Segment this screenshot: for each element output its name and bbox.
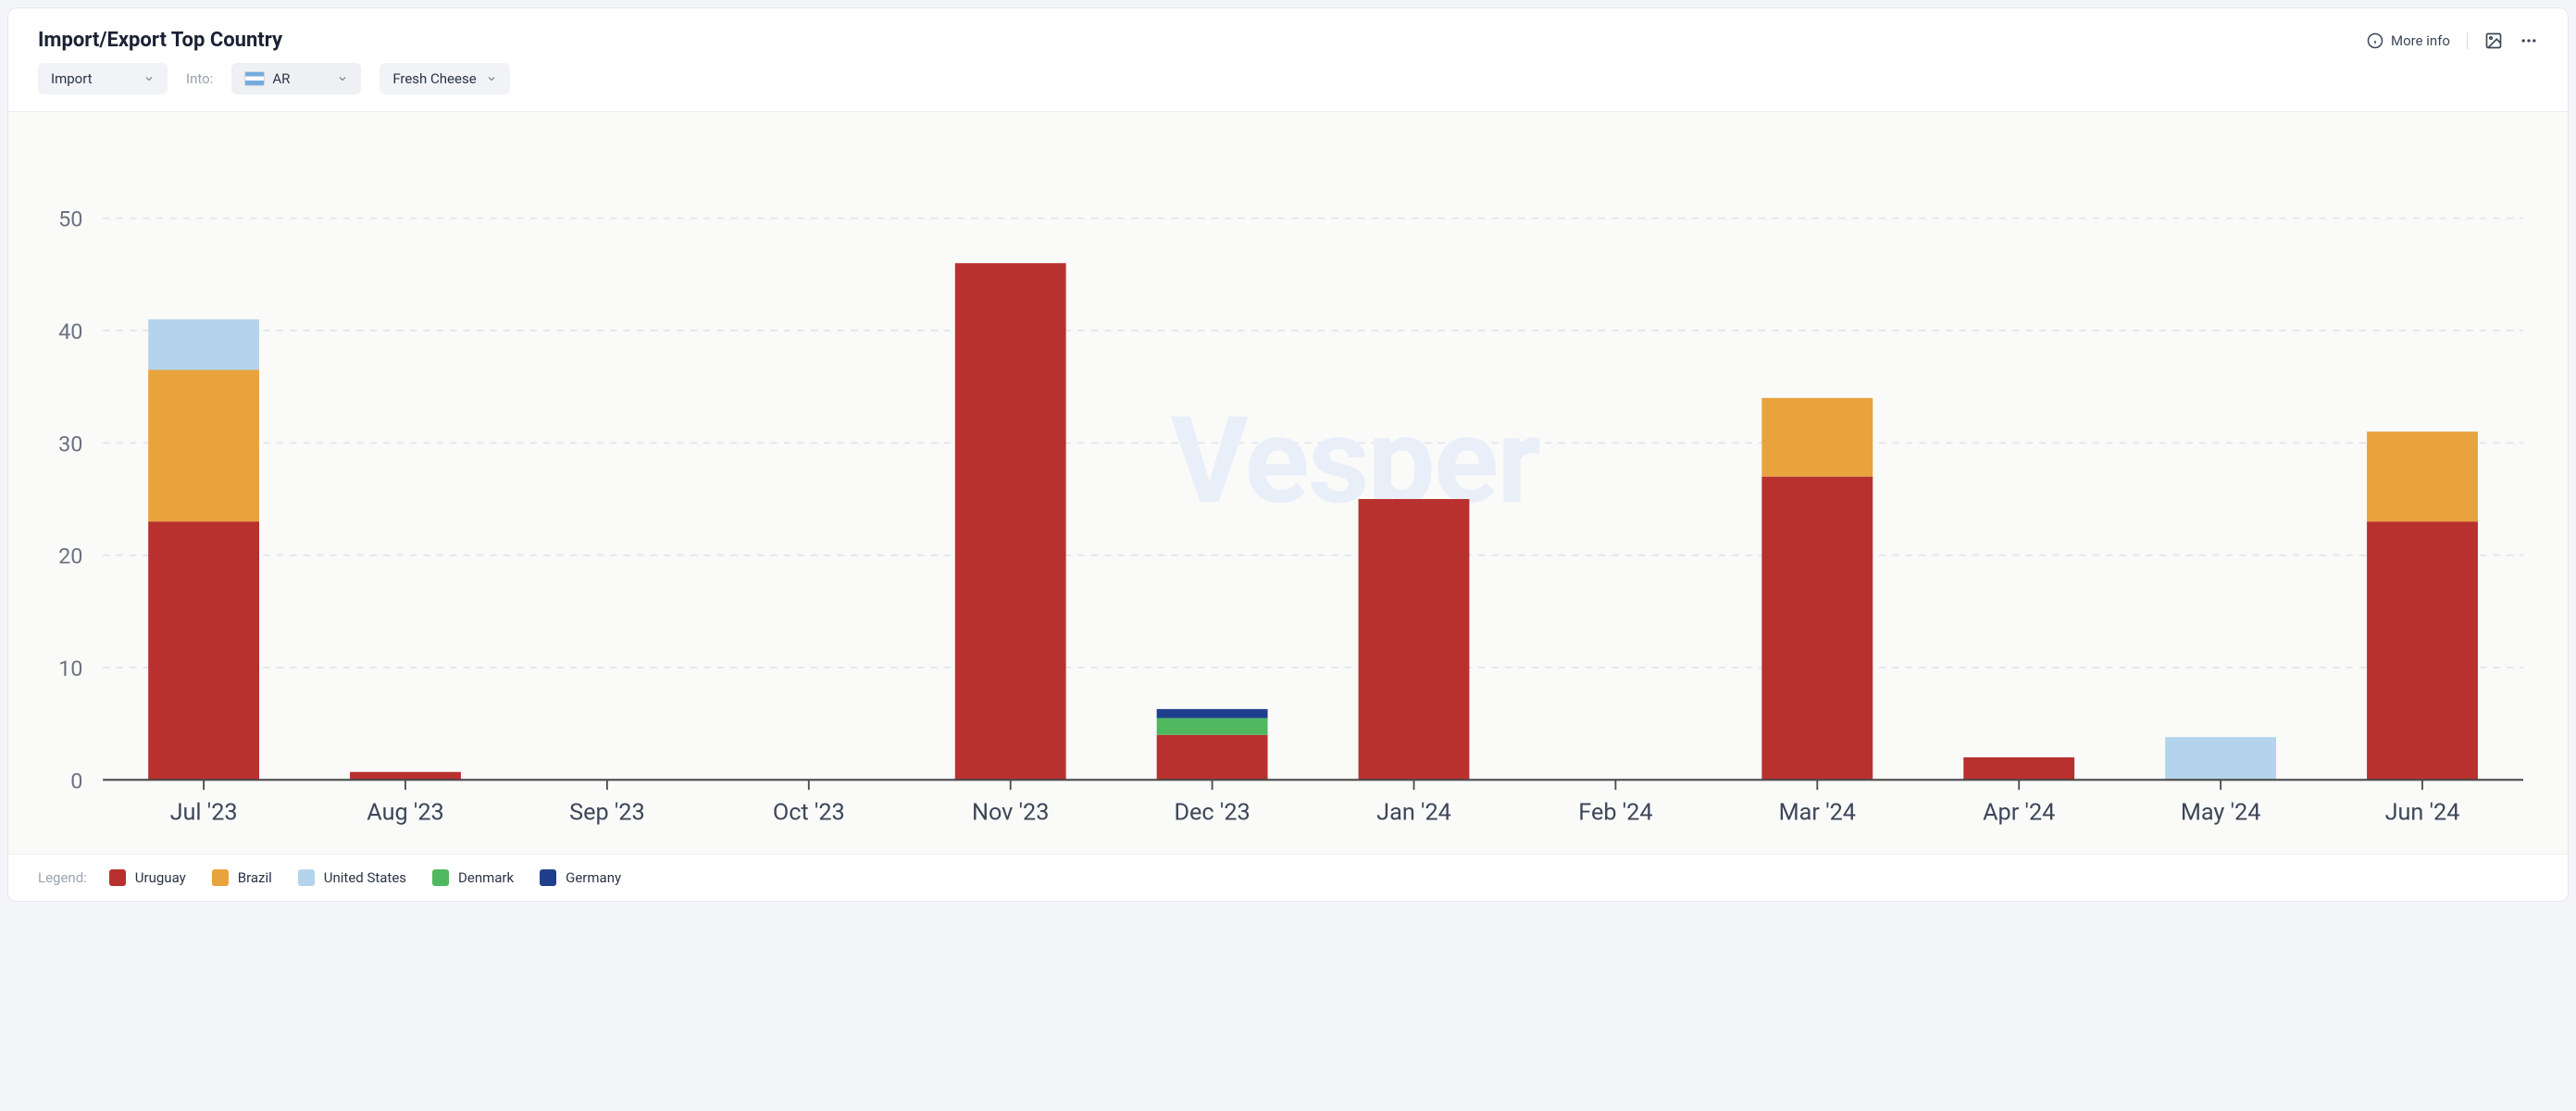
legend-item[interactable]: United States [298, 869, 406, 886]
more-info-label: More info [2391, 32, 2450, 49]
svg-text:0: 0 [70, 768, 82, 793]
svg-text:30: 30 [58, 431, 82, 456]
bar-segment [148, 319, 259, 370]
legend-swatch [212, 869, 229, 886]
product-dropdown[interactable]: Fresh Cheese [380, 63, 509, 94]
svg-text:Mar '24: Mar '24 [1779, 800, 1856, 827]
legend-swatch [540, 869, 556, 886]
chart-card: Import/Export Top Country More info Impo… [7, 7, 2569, 902]
bar-segment [2367, 521, 2478, 780]
divider [2467, 32, 2468, 49]
svg-text:Apr '24: Apr '24 [1983, 800, 2055, 827]
svg-text:10: 10 [58, 655, 82, 681]
svg-text:Aug '23: Aug '23 [367, 800, 443, 827]
bar-segment [1157, 735, 1268, 780]
bar-segment [1963, 757, 2074, 780]
image-export-button[interactable] [2484, 31, 2503, 50]
image-icon [2484, 31, 2503, 50]
chevron-down-icon [143, 73, 155, 84]
legend-label: Germany [566, 869, 621, 886]
svg-text:Jul '23: Jul '23 [170, 800, 238, 827]
legend: Legend: Uruguay Brazil United States Denmar… [8, 855, 2568, 901]
bar-segment [148, 521, 259, 780]
svg-text:May '24: May '24 [2181, 800, 2261, 827]
svg-text:Oct '23: Oct '23 [773, 800, 845, 827]
svg-text:20: 20 [58, 543, 82, 569]
bar-chart: 0 10 20 30 40 50 Vesper Jul '23 Aug '23 Sep '23 Oc… [36, 129, 2540, 846]
svg-text:Jun '24: Jun '24 [2385, 800, 2460, 827]
into-label: Into: [186, 70, 213, 87]
chevron-down-icon [486, 73, 497, 84]
legend-title: Legend: [38, 869, 87, 886]
bar-segment [1359, 499, 1470, 780]
svg-text:Sep '23: Sep '23 [569, 800, 645, 827]
svg-text:Dec '23: Dec '23 [1175, 800, 1251, 827]
more-info-button[interactable]: More info [2367, 32, 2450, 49]
direction-value: Import [51, 70, 93, 87]
product-value: Fresh Cheese [392, 70, 476, 87]
legend-item[interactable]: Germany [540, 869, 621, 886]
legend-label: Denmark [458, 869, 514, 886]
bar-segment [1761, 477, 1873, 780]
more-menu-button[interactable] [2520, 31, 2538, 50]
chart-area: 0 10 20 30 40 50 Vesper Jul '23 Aug '23 Sep '23 Oc… [8, 111, 2568, 855]
card-title: Import/Export Top Country [38, 29, 282, 52]
info-icon [2367, 32, 2383, 49]
bar-segment [2165, 737, 2276, 780]
svg-text:Nov '23: Nov '23 [972, 800, 1049, 827]
country-dropdown[interactable]: AR [231, 63, 361, 94]
legend-items: Uruguay Brazil United States Denmark Germany [109, 869, 621, 886]
legend-swatch [432, 869, 449, 886]
flag-icon [244, 71, 265, 86]
svg-text:Vesper: Vesper [1170, 391, 1540, 531]
bar-segment [148, 369, 259, 521]
legend-label: United States [324, 869, 406, 886]
legend-item[interactable]: Uruguay [109, 869, 186, 886]
bar-segment [1157, 709, 1268, 718]
bar-segment [1761, 398, 1873, 477]
filter-row: Import Into: AR Fresh Cheese [8, 63, 2568, 111]
chevron-down-icon [337, 73, 348, 84]
legend-label: Brazil [238, 869, 272, 886]
legend-item[interactable]: Denmark [432, 869, 514, 886]
legend-item[interactable]: Brazil [212, 869, 272, 886]
legend-swatch [109, 869, 126, 886]
direction-dropdown[interactable]: Import [38, 63, 168, 94]
bar-segment [350, 772, 461, 780]
legend-swatch [298, 869, 315, 886]
bar-segment [2367, 431, 2478, 521]
svg-text:Feb '24: Feb '24 [1578, 800, 1652, 827]
svg-text:50: 50 [58, 206, 82, 232]
legend-label: Uruguay [135, 869, 186, 886]
header-actions: More info [2367, 31, 2538, 50]
country-value: AR [272, 70, 290, 87]
dots-icon [2520, 31, 2538, 50]
bar-segment [1157, 718, 1268, 735]
bar-segment [955, 263, 1066, 780]
svg-text:Jan '24: Jan '24 [1376, 800, 1451, 827]
card-header: Import/Export Top Country More info [8, 8, 2568, 63]
svg-text:40: 40 [58, 318, 82, 344]
